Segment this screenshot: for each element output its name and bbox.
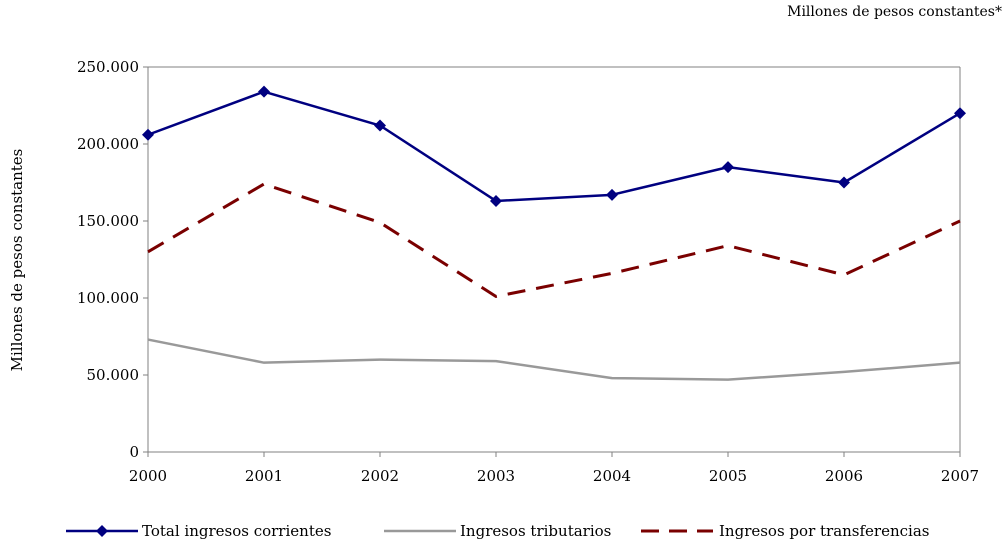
y-tick-label: 150.000 [77,212,139,230]
data-point [606,188,618,201]
legend: Total ingresos corrientes Ingresos tribut… [66,522,929,540]
legend-marker [96,525,108,537]
y-tick-label: 200.000 [77,135,139,153]
y-tick-label: 100.000 [77,289,139,307]
series-layer [142,85,966,381]
legend-label: Ingresos por transferencias [719,522,929,540]
series-line-2 [147,182,961,298]
data-point [142,128,154,141]
x-tick-label: 2005 [709,467,747,485]
data-point [838,176,850,189]
x-tick-label: 2000 [129,467,167,485]
y-axis-ticks: 0 50.000 100.000 150.000 200.000 250.000 [77,58,148,461]
data-point [374,119,386,132]
x-tick-label: 2003 [477,467,515,485]
legend-label: Ingresos tributarios [460,522,611,540]
data-point [954,107,966,120]
data-point [258,85,270,98]
x-tick-label: 2001 [245,467,283,485]
series-line-1 [147,338,961,381]
x-tick-label: 2002 [361,467,399,485]
x-axis-ticks: 2000 2001 2002 2003 2004 2005 2006 2007 [129,452,979,485]
legend-label: Total ingresos corrientes [142,522,331,540]
plot-frame [147,66,961,453]
y-tick-label: 250.000 [77,58,139,76]
x-tick-label: 2007 [941,467,979,485]
data-point [490,194,502,207]
data-point [722,161,734,174]
x-tick-label: 2004 [593,467,631,485]
x-tick-label: 2006 [825,467,863,485]
units-note: Millones de pesos constantes* [787,4,1002,20]
y-tick-label: 50.000 [87,366,140,384]
y-tick-label: 0 [129,443,139,461]
series-line-0 [147,90,961,203]
y-axis-label: Millones de pesos constantes [8,149,26,372]
